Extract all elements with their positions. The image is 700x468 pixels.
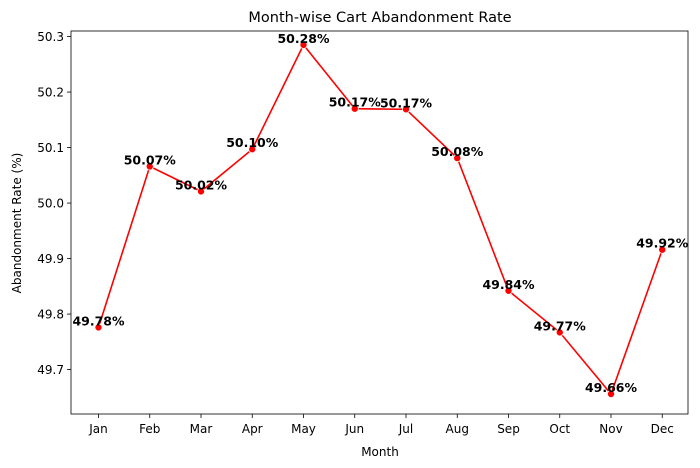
data-label: 50.17%	[380, 95, 433, 110]
data-label: 49.92%	[636, 236, 689, 251]
data-label: 50.02%	[175, 177, 228, 192]
data-label: 49.77%	[534, 318, 587, 333]
x-tick-label: Oct	[549, 422, 570, 436]
data-point	[299, 40, 308, 49]
data-point	[401, 105, 410, 114]
y-tick-label: 49.9	[37, 252, 64, 266]
x-tick-label: Mar	[190, 422, 213, 436]
data-point	[350, 104, 359, 113]
y-tick-label: 50.3	[37, 30, 64, 44]
data-point	[453, 154, 462, 163]
data-point	[248, 145, 257, 154]
y-axis-label: Abandonment Rate (%)	[10, 153, 24, 294]
x-tick-label: Apr	[242, 422, 263, 436]
plot-frame	[70, 30, 689, 415]
data-label: 49.78%	[72, 313, 125, 328]
x-axis-label: Month	[361, 445, 399, 459]
data-point	[504, 286, 513, 295]
x-tick-label: Aug	[446, 422, 469, 436]
data-label: 50.08%	[431, 144, 484, 159]
y-tick-label: 50.1	[37, 141, 64, 155]
data-label: 50.28%	[277, 31, 330, 46]
y-tick-label: 49.7	[37, 363, 64, 377]
data-label: 50.17%	[329, 95, 382, 110]
data-point	[145, 162, 154, 171]
data-point	[196, 187, 205, 196]
data-label: 50.07%	[124, 152, 177, 167]
chart-title: Month-wise Cart Abandonment Rate	[248, 10, 511, 26]
data-point	[555, 328, 564, 337]
data-point	[607, 390, 616, 399]
data-point	[658, 245, 667, 254]
data-label: 49.84%	[482, 277, 535, 292]
x-tick-label: May	[291, 422, 316, 436]
x-tick-label: Nov	[599, 422, 622, 436]
data-point	[94, 323, 103, 332]
x-tick-label: Feb	[139, 422, 160, 436]
data-label: 49.66%	[585, 380, 638, 395]
x-tick-label: Sep	[497, 422, 520, 436]
x-tick-label: Jan	[88, 422, 108, 436]
y-tick-label: 49.8	[37, 308, 64, 322]
series-line	[97, 43, 664, 396]
x-tick-label: Jul	[398, 422, 413, 436]
data-label: 50.10%	[226, 135, 279, 150]
plot-area: 49.7 49.8 49.9 50.0 50.1 50.2 50.3 Jan Feb Mar Apr…	[37, 30, 688, 436]
y-tick-label: 50.2	[37, 86, 64, 100]
y-tick-label: 50.0	[37, 197, 64, 211]
x-tick-label: Jun	[344, 422, 364, 436]
x-tick-label: Dec	[651, 422, 674, 436]
